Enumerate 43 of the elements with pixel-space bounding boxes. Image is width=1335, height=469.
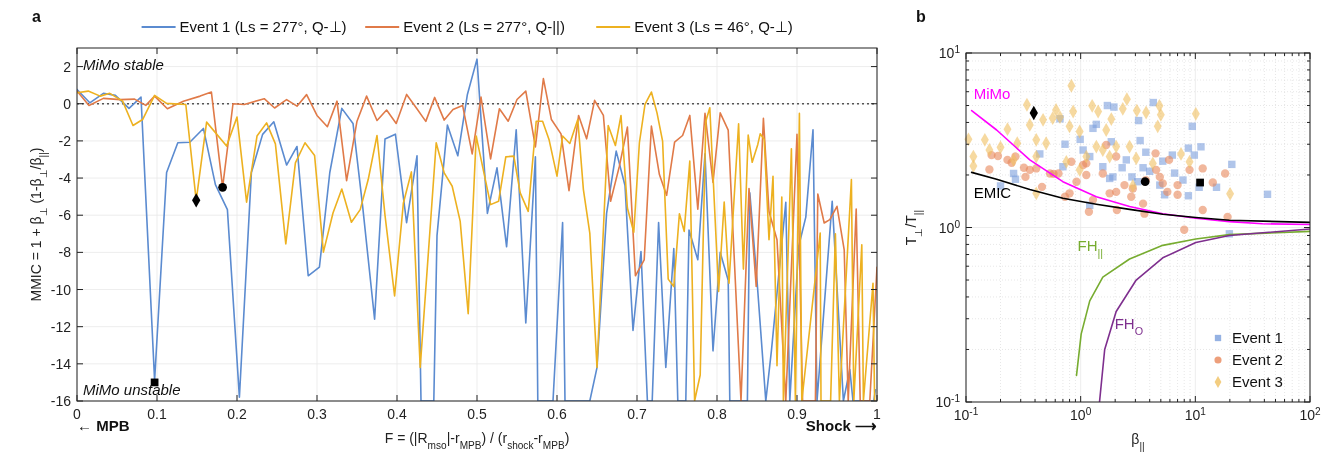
chart-title: a [32, 8, 41, 25]
series-label: EMIC [973, 184, 1012, 202]
y-tick-label: -2 [58, 132, 72, 149]
x-tick-label: 0.5 [467, 406, 487, 422]
x-tick-label: 10$^{2}$ [1299, 405, 1321, 423]
y-tick-label: -10 [50, 281, 72, 298]
y-tick-label: -8 [58, 244, 72, 261]
x-tick-label: 0.9 [787, 406, 807, 422]
legend-label: Event 1 (Ls = 277°, Q-⊥) [179, 18, 347, 35]
chart-title: b [916, 8, 926, 25]
legend-label: Event 3 [1232, 373, 1283, 390]
legend-label: Event 2 [1232, 351, 1283, 368]
point [218, 182, 227, 192]
x-tick-label: 1 [873, 406, 882, 422]
x-tick-label: 0.4 [387, 406, 407, 422]
text: F = (|R$_{mso}$|-r$_{MPB}$) / (r$_{shock}$-r$_{MPB}$) [384, 430, 570, 451]
y-tick-label: -16 [50, 393, 72, 409]
x-tick-label: 0.8 [707, 406, 727, 422]
x-tick-label: 0.3 [307, 406, 327, 422]
series-label: FH$_{||}$ [1077, 236, 1104, 259]
y-tick-label: 10$^{1}$ [938, 43, 961, 61]
x-tick-label: 0.7 [627, 406, 647, 422]
x-tick-label: 10$^{0}$ [1070, 405, 1092, 423]
y-tick-label: -4 [58, 170, 72, 187]
x-tick-label: 0.2 [227, 406, 247, 422]
x-tick-label: 10$^{1}$ [1184, 405, 1207, 423]
y-tick-label: -6 [58, 207, 72, 224]
series-label: MiMo [973, 84, 1011, 102]
x-tick-label: 0.1 [147, 406, 167, 422]
y-tick-label: 10$^{0}$ [938, 218, 961, 236]
annotation: MiMo unstable [83, 381, 181, 398]
x-tick-label: 0.6 [547, 406, 567, 422]
x-tick-label: 0 [73, 406, 82, 422]
y-tick-label: 0 [63, 95, 72, 112]
y-tick-label: 2 [63, 58, 72, 75]
y-tick-label: -12 [50, 318, 72, 335]
annotation: MiMo stable [83, 56, 164, 73]
legend-label: Event 2 (Ls = 277°, Q-||) [403, 18, 565, 35]
legend-label: Event 3 (Ls = 46°, Q-⊥) [634, 18, 793, 35]
y-tick-label: -14 [50, 355, 72, 372]
series-label: FH$_{O}$ [1114, 315, 1144, 338]
x-axis-title: β$_{||}$ [1131, 431, 1145, 452]
legend-label: Event 1 [1232, 329, 1283, 346]
